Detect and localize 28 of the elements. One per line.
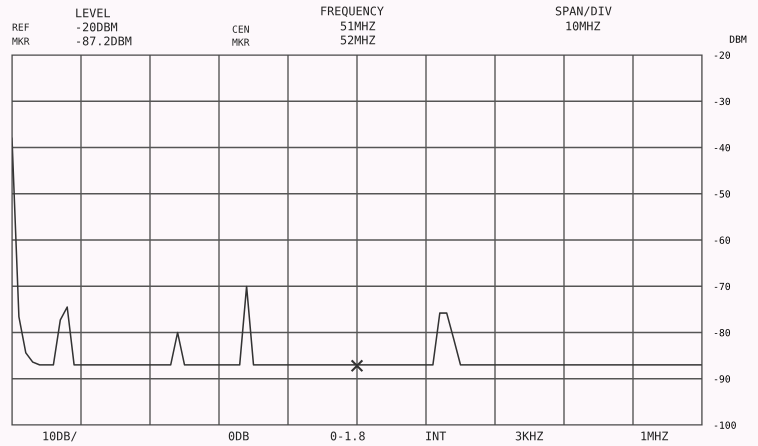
text: 10DB/	[43, 432, 77, 442]
text: 0-1.8	[330, 432, 365, 440]
y-axis-title: DBM	[730, 36, 746, 43]
text: SPAN/DIV	[556, 6, 612, 16]
text: CEN	[232, 25, 249, 33]
y-tick-label: -90	[714, 375, 730, 383]
text: 3KHZ	[516, 432, 544, 440]
text: 0DB	[228, 432, 249, 440]
text: 10MHZ	[566, 22, 600, 30]
text: MKR	[12, 38, 30, 45]
y-tick-label: -20	[714, 52, 730, 59]
y-tick-label: -60	[714, 236, 730, 244]
text: 52MHZ	[340, 36, 376, 44]
text: 51MHZ	[340, 22, 376, 30]
y-tick-label: -70	[714, 282, 730, 290]
text: -87.2DBM	[77, 36, 132, 46]
y-tick-label: -50	[714, 190, 730, 198]
text: -20DBM	[77, 22, 118, 32]
y-tick-label: -100	[714, 422, 736, 429]
text: FREQUENCY	[321, 6, 384, 17]
text: INT	[426, 432, 446, 440]
text: 1MHZ	[641, 432, 668, 440]
text: LEVEL	[76, 8, 110, 18]
y-tick-label: -40	[714, 144, 730, 152]
y-tick-label: -30	[714, 98, 730, 106]
text: REF	[12, 24, 29, 31]
text: MKR	[232, 38, 250, 46]
y-tick-label: -80	[714, 329, 730, 336]
